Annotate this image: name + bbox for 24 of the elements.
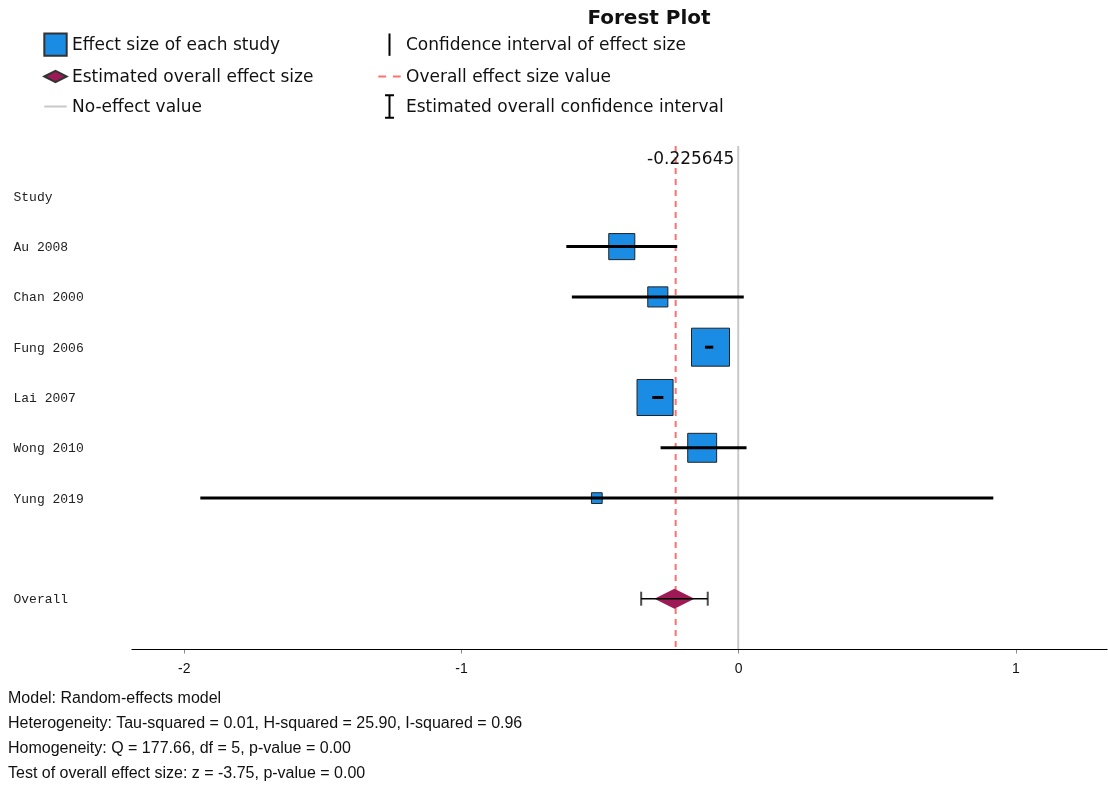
y-tick-label: Au 2008 bbox=[13, 240, 69, 256]
y-tick-label: Lai 2007 bbox=[13, 391, 76, 406]
y-tick-label: Overall bbox=[13, 592, 69, 608]
y-axis-title: Study bbox=[13, 189, 53, 205]
y-tick-label: Wong 2010 bbox=[13, 441, 84, 457]
x-tick-label: 1 bbox=[1012, 659, 1021, 676]
x-tick-label: -2 bbox=[177, 659, 191, 676]
legend-label: Overall effect size value bbox=[406, 65, 612, 86]
legend-label: No-effect value bbox=[72, 95, 203, 116]
y-tick-label: Fung 2006 bbox=[13, 340, 84, 356]
text: Model: Random-effects model bbox=[8, 688, 223, 708]
x-tick-label: -1 bbox=[455, 659, 468, 676]
legend-label: Effect size of each study bbox=[72, 33, 281, 54]
y-tick-label: Chan 2000 bbox=[13, 290, 84, 306]
legend-label: Estimated overall effect size bbox=[72, 65, 314, 86]
text: Homogeneity: Q = 177.66, df = 5, p-value = 0.00 bbox=[8, 738, 352, 758]
text: Confidence interval of effect size bbox=[406, 33, 687, 54]
text: Estimated overall confidence interval bbox=[406, 95, 724, 116]
x-tick-label: 0 bbox=[734, 659, 743, 676]
chart-title: Forest Plot bbox=[587, 5, 712, 29]
text: Test of overall effect size: z = -3.75, p-value = 0.00 bbox=[8, 763, 367, 783]
annotation: -0.225645 bbox=[647, 147, 735, 168]
text: Heterogeneity: Tau-squared = 0.01, H-squared = 25.90, I-squared = 0.96 bbox=[8, 713, 524, 733]
y-tick-label: Yung 2019 bbox=[13, 491, 84, 507]
